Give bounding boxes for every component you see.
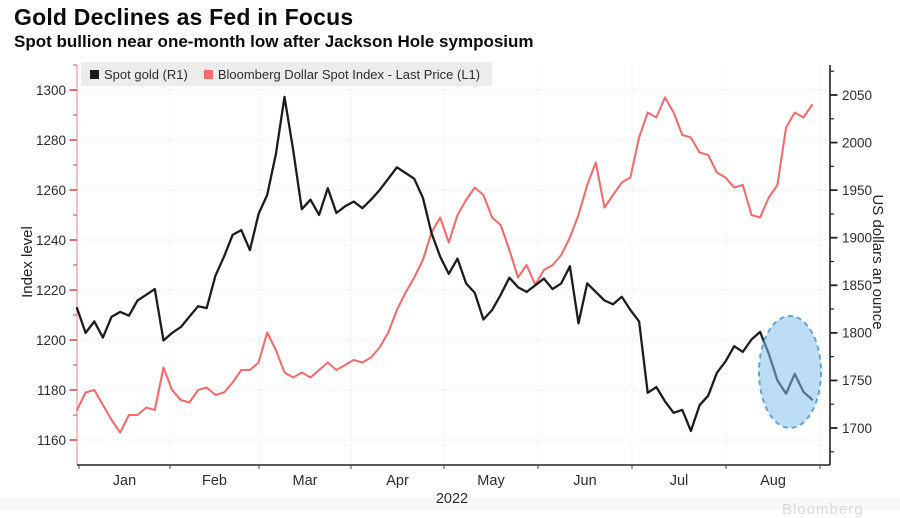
- left-axis-tick-label: 1240: [36, 233, 66, 248]
- right-axis-tick-label: 1900: [842, 231, 872, 246]
- right-axis-tick-label: 1850: [842, 278, 872, 293]
- chart-subtitle: Spot bullion near one-month low after Ja…: [14, 32, 534, 51]
- x-tick-label-jun: Jun: [573, 473, 596, 489]
- spot-gold-line: [75, 95, 814, 433]
- legend-label-spot-gold: Spot gold (R1): [104, 66, 188, 82]
- right-axis-title: US dollars an ounce: [869, 194, 886, 330]
- x-tick-label-feb: Feb: [202, 473, 227, 489]
- right-axis: 2050 2000 1950 1900 1850 1800 1750 1700: [829, 65, 872, 465]
- left-axis-tick-label: 1200: [36, 333, 66, 348]
- left-axis-tick-label: 1220: [36, 283, 66, 298]
- x-axis-year-label: 2022: [436, 491, 468, 507]
- legend-item-dollar-index: Bloomberg Dollar Spot Index - Last Price…: [203, 66, 481, 82]
- x-tick-label-apr: Apr: [386, 473, 409, 489]
- right-axis-tick-label: 1800: [842, 326, 872, 341]
- legend: Spot gold (R1) Bloomberg Dollar Spot Ind…: [81, 62, 493, 86]
- left-axis-tick-label: 1300: [36, 83, 66, 98]
- x-tick-label-may: May: [477, 473, 505, 489]
- dollar-index-swatch-icon: [203, 69, 213, 79]
- right-axis-tick-label: 1700: [842, 421, 872, 436]
- right-axis-tick-label: 1950: [842, 183, 872, 198]
- right-axis-tick-label: 2050: [842, 88, 872, 103]
- left-axis-title: Index level: [19, 226, 36, 298]
- chart-title: Gold Declines as Fed in Focus: [14, 4, 354, 30]
- x-tick-label-jul: Jul: [670, 473, 689, 489]
- spot-gold-swatch-icon: [90, 69, 99, 79]
- legend-label-dollar-index: Bloomberg Dollar Spot Index - Last Price…: [217, 66, 481, 82]
- right-axis-tick-label: 2000: [842, 135, 872, 150]
- right-axis-tick-label: 1750: [842, 373, 872, 388]
- dollar-index-line: [75, 96, 814, 434]
- left-axis: 1300 1280 1260 1240 1220 1200 1180 1160: [36, 64, 78, 465]
- left-axis-tick-label: 1260: [36, 183, 66, 198]
- x-tick-label-mar: Mar: [293, 473, 318, 489]
- left-axis-tick-label: 1180: [37, 383, 66, 398]
- gridlines: [77, 65, 830, 465]
- highlight-ellipse: [758, 315, 822, 429]
- x-tick-label-jan: Jan: [113, 473, 136, 489]
- legend-item-spot-gold: Spot gold (R1): [90, 67, 188, 82]
- left-axis-tick-label: 1160: [37, 433, 66, 448]
- x-axis: Jan Feb Mar Apr May Jun Jul Aug 2022: [77, 464, 830, 507]
- left-axis-tick-label: 1280: [36, 133, 66, 148]
- x-tick-label-aug: Aug: [760, 473, 786, 489]
